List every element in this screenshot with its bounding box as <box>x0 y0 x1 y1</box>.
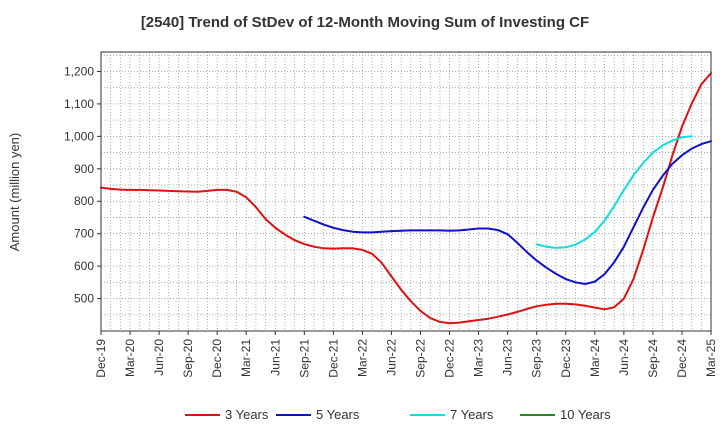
x-tick-label: Mar-22 <box>355 339 369 377</box>
legend-label: 7 Years <box>450 407 494 422</box>
x-tick-label: Dec-19 <box>94 339 108 378</box>
x-tick-label: Jun-21 <box>268 339 282 376</box>
y-axis-label: Amount (million yen) <box>7 133 22 252</box>
series-line-3-years <box>100 72 712 325</box>
x-tick-label: Sep-23 <box>530 339 544 378</box>
legend: 3 Years 5 Years 7 Years 10 Years <box>185 407 611 422</box>
y-tick-label: 500 <box>74 292 94 306</box>
y-tick-label: 900 <box>74 162 94 176</box>
x-tick-label: Sep-21 <box>297 339 311 378</box>
x-tick-label: Sep-20 <box>181 339 195 378</box>
x-tick-label: Jun-23 <box>501 339 515 376</box>
series-line-7-years <box>535 135 693 249</box>
legend-label: 10 Years <box>560 407 611 422</box>
x-tick-label: Jun-22 <box>384 339 398 376</box>
x-tick-label: Mar-21 <box>239 339 253 377</box>
plot-area: 500 600 700 800 900 1,000 1,100 1,200 Dec-19 Mar-… <box>64 51 718 378</box>
x-tick-label: Sep-24 <box>646 339 660 378</box>
x-tick-label: Jun-24 <box>617 339 631 376</box>
x-tick-label: Dec-23 <box>559 339 573 378</box>
x-tick-label: Mar-24 <box>588 339 602 377</box>
y-tick-label: 1,000 <box>64 129 94 143</box>
x-tick-label: Dec-22 <box>443 339 457 378</box>
legend-label: 3 Years <box>225 407 269 422</box>
y-tick-label: 800 <box>74 194 94 208</box>
plot-frame <box>100 51 712 332</box>
series-line-5-years <box>303 140 712 285</box>
y-tick-label: 600 <box>74 259 94 273</box>
x-tick-label: Jun-20 <box>152 339 166 376</box>
y-tick-label: 1,100 <box>64 97 94 111</box>
x-tick-label: Mar-20 <box>123 339 137 377</box>
y-tick-label: 1,200 <box>64 64 94 78</box>
x-tick-label: Mar-25 <box>704 339 718 377</box>
x-tick-label: Dec-24 <box>675 339 689 378</box>
x-tick-label: Sep-22 <box>414 339 428 378</box>
x-tick-label: Dec-21 <box>326 339 340 378</box>
legend-label: 5 Years <box>316 407 360 422</box>
y-tick-label: 700 <box>74 227 94 241</box>
chart-title: [2540] Trend of StDev of 12-Month Moving… <box>141 14 589 31</box>
x-tick-label: Mar-23 <box>472 339 486 377</box>
x-tick-label: Dec-20 <box>210 339 224 378</box>
